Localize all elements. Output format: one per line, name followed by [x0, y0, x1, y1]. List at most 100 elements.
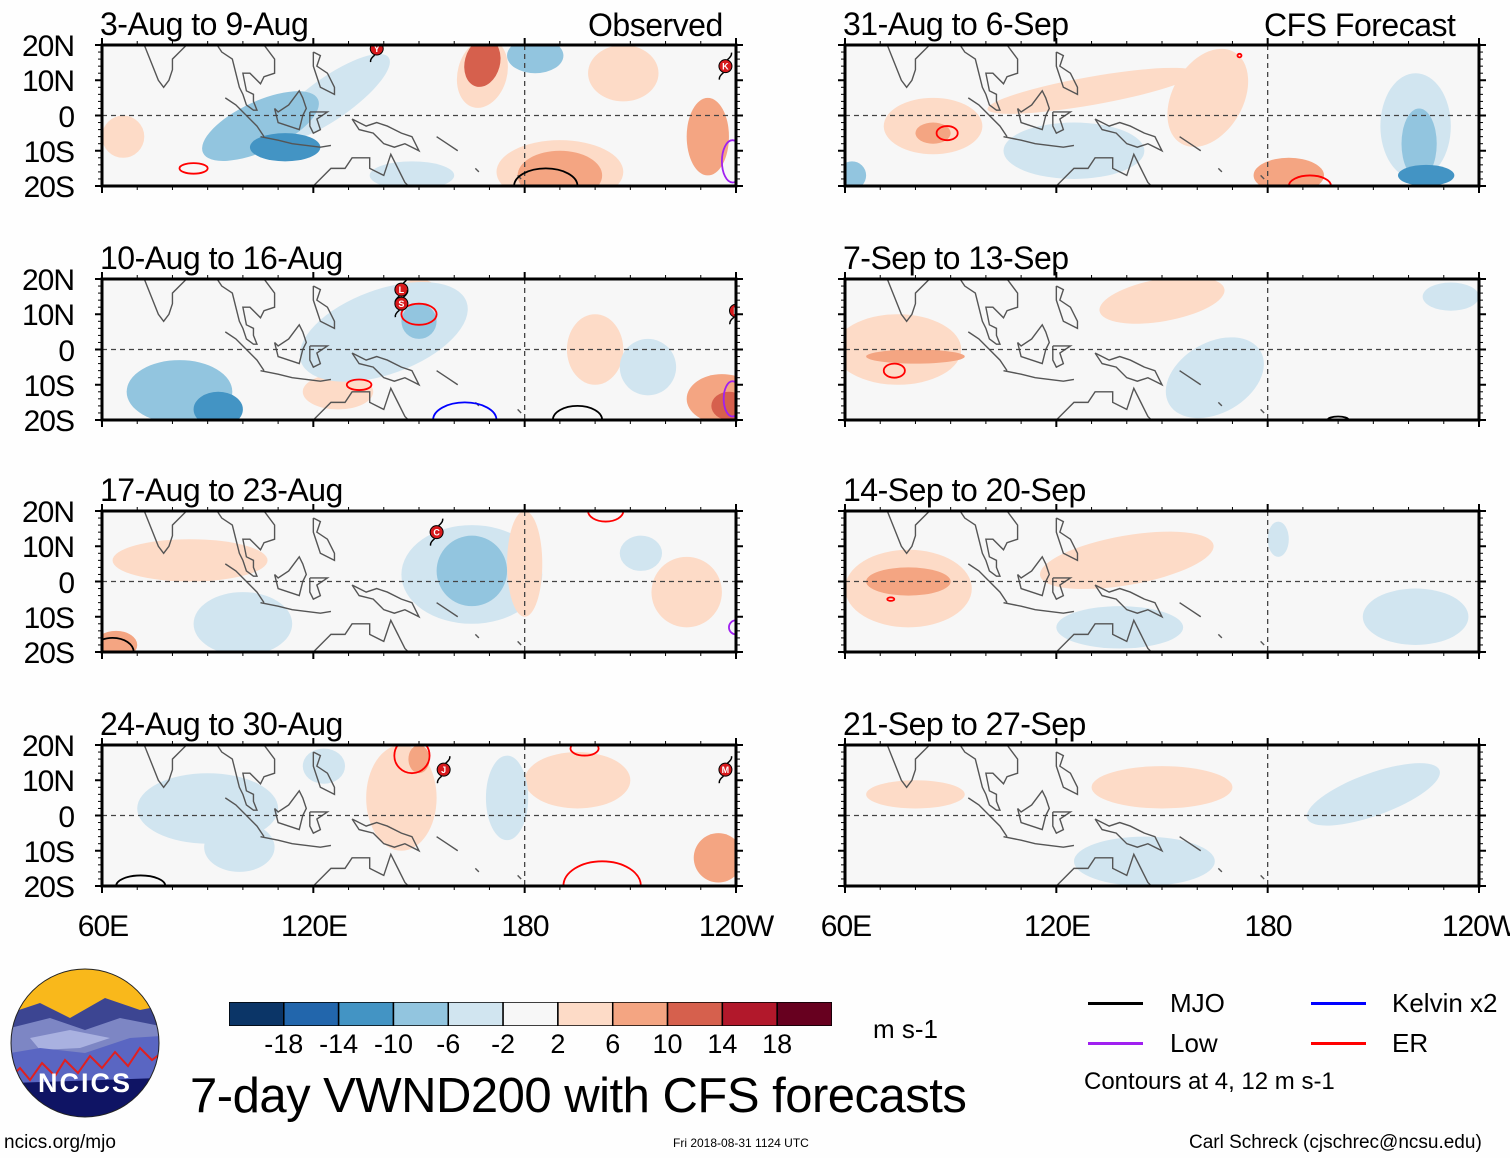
- coastline: [1217, 401, 1223, 407]
- coastline: [1055, 285, 1079, 330]
- ncics-logo: NCICS: [10, 968, 160, 1118]
- coastline: [1016, 789, 1051, 831]
- coastline: [1179, 836, 1202, 852]
- positive-anomaly: [1091, 766, 1233, 809]
- coastline: [351, 584, 421, 619]
- coastline: [1055, 852, 1153, 886]
- storm-letter: L: [399, 285, 405, 295]
- coastline: [309, 345, 330, 369]
- y-tick-label: 0: [58, 566, 75, 600]
- map-panel: [838, 38, 1486, 193]
- legend-label-er: ER: [1392, 1028, 1429, 1058]
- coastline: [886, 511, 1019, 577]
- panel-title: 3-Aug to 9-Aug: [100, 6, 309, 42]
- coastline: [143, 511, 276, 577]
- negative-anomaly: [302, 748, 346, 784]
- coastline: [1003, 601, 1075, 614]
- coastline: [1179, 602, 1202, 618]
- er-contour: [393, 745, 431, 775]
- coastline: [436, 836, 459, 852]
- coastline: [1260, 640, 1265, 646]
- positive-anomaly: [686, 97, 729, 176]
- map-svg: [838, 272, 1486, 427]
- coastline: [143, 45, 276, 111]
- x-tick-label: 120W: [1441, 910, 1510, 943]
- coastline: [1052, 111, 1073, 135]
- x-tick-label: 60E: [820, 910, 872, 943]
- negative-anomaly: [204, 822, 275, 872]
- observed-label: Observed: [588, 7, 723, 43]
- coastline: [1179, 136, 1202, 152]
- positive-anomaly: [302, 374, 374, 410]
- negative-anomaly: [1073, 836, 1215, 886]
- coastline: [143, 279, 276, 345]
- legend-swatch-er: [1311, 1042, 1366, 1045]
- coastline: [1055, 152, 1153, 186]
- negative-anomaly: [1401, 108, 1437, 179]
- negative-anomaly: [1362, 588, 1469, 645]
- negative-anomaly: [1003, 122, 1145, 179]
- x-tick-label: 180: [501, 910, 549, 943]
- credit: Carl Schreck (cjschrec@ncsu.edu): [1189, 1132, 1482, 1153]
- negative-anomaly: [436, 535, 508, 607]
- y-tick-label: 10N: [21, 65, 75, 99]
- positive-anomaly: [102, 115, 145, 158]
- coastline: [309, 111, 330, 135]
- y-tick-label: 10N: [21, 765, 75, 799]
- coastline: [1003, 369, 1075, 382]
- coastline: [1052, 577, 1073, 601]
- coastline: [1217, 867, 1223, 873]
- coastline: [312, 51, 336, 96]
- colorbar-tick-label: 14: [707, 1029, 738, 1059]
- storm-letter: C: [433, 528, 440, 538]
- timestamp: Fri 2018-08-31 1124 UTC: [673, 1136, 809, 1150]
- positive-anomaly: [693, 833, 736, 883]
- y-tick-label: 20N: [21, 730, 75, 763]
- negative-anomaly: [369, 161, 455, 186]
- coastline: [1055, 517, 1079, 562]
- colorbar-swatch: [447, 1001, 504, 1027]
- contour-note: Contours at 4, 12 m s-1: [1084, 1068, 1335, 1095]
- storm-letter: S: [398, 299, 404, 309]
- coastline: [273, 89, 308, 131]
- coastline: [1094, 818, 1164, 853]
- coastline: [351, 818, 421, 853]
- y-tick-label: 20N: [21, 30, 75, 63]
- panel-title: 21-Sep to 27-Sep: [843, 706, 1086, 742]
- x-tick-label: 60E: [77, 910, 129, 943]
- site-link[interactable]: ncics.org/mjo: [4, 1132, 116, 1153]
- coastline: [1055, 751, 1079, 796]
- panel-title: 31-Aug to 6-Sep: [843, 6, 1069, 42]
- positive-anomaly: [866, 780, 965, 809]
- coastline: [312, 152, 410, 186]
- mjo-contour: [1326, 415, 1350, 420]
- map-panel: C: [95, 504, 743, 659]
- negative-anomaly: [401, 303, 437, 339]
- colorbar-units: m s-1: [873, 1014, 938, 1044]
- legend-label-low: Low: [1170, 1028, 1218, 1058]
- coastline: [260, 601, 332, 614]
- legend-label-mjo: MJO: [1170, 988, 1225, 1018]
- y-tick-label: 10S: [23, 601, 75, 635]
- positive-anomaly: [507, 511, 543, 617]
- negative-anomaly: [1306, 763, 1440, 826]
- negative-anomaly: [485, 755, 529, 841]
- coastline: [1055, 386, 1153, 420]
- y-tick-label: 20S: [23, 871, 75, 904]
- panel-title: 17-Aug to 23-Aug: [100, 472, 343, 508]
- er-contour: [1236, 52, 1243, 59]
- colorbar-tick-label: 18: [762, 1029, 793, 1059]
- er-contour: [400, 302, 438, 326]
- coastline: [474, 867, 480, 873]
- colorbar: [228, 1001, 833, 1027]
- coastline: [1016, 555, 1051, 597]
- er-contour: [935, 125, 959, 142]
- positive-anomaly: [845, 314, 962, 385]
- positive-anomaly: [102, 630, 138, 652]
- storm-letter: Y: [374, 44, 380, 54]
- positive-anomaly: [987, 67, 1196, 114]
- colorbar-swatch: [611, 1001, 669, 1027]
- map-panel: [838, 738, 1486, 893]
- coastline: [436, 602, 459, 618]
